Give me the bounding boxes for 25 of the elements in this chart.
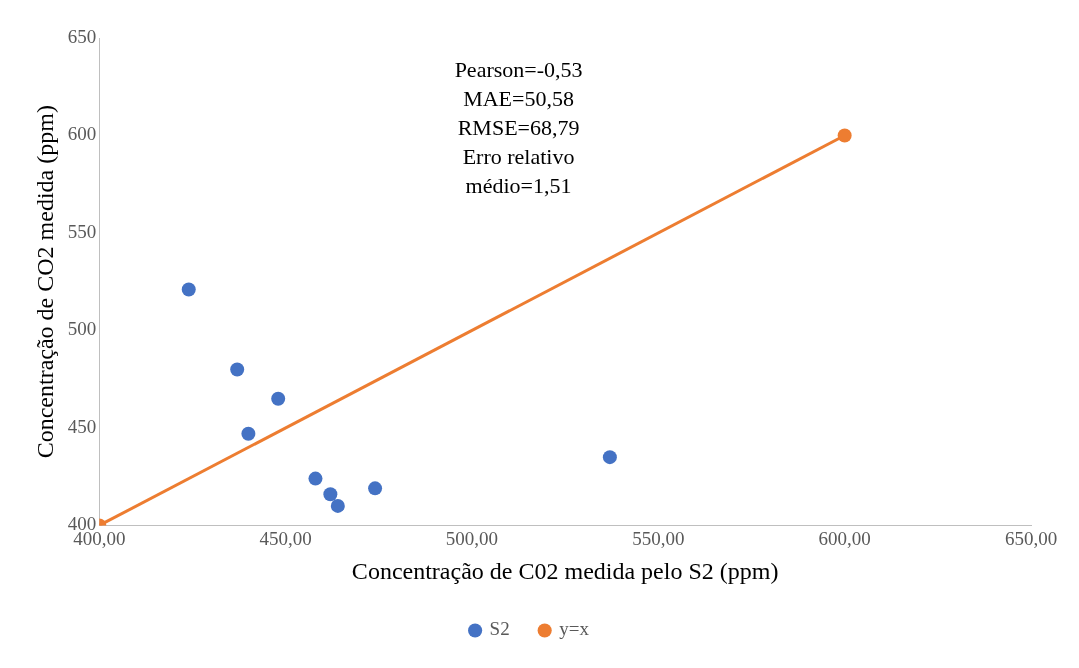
legend-label: S2 — [489, 618, 510, 640]
point — [837, 128, 852, 143]
x-tick-label: 450,00 — [259, 527, 312, 549]
y-tick-label: 600 — [67, 123, 97, 145]
annotation: Pearson=-0,53 MAE=50,58 RMSE=68,79 Erro relativo médio=1,51 — [454, 56, 583, 198]
legend-label: y=x — [559, 618, 590, 640]
x-axis-title: Concentração de C02 medida pelo S2 (ppm) — [351, 557, 779, 584]
y-tick-label: 500 — [67, 318, 97, 340]
point — [271, 391, 286, 406]
x-tick-label: 600,00 — [818, 527, 871, 549]
x-tick-label: 550,00 — [632, 527, 685, 549]
point — [602, 450, 617, 465]
point — [308, 471, 323, 486]
point — [241, 426, 256, 441]
y-tick-label: 450 — [67, 415, 97, 437]
y-tick-label: 550 — [67, 220, 97, 242]
x-tick-label: 500,00 — [445, 527, 499, 549]
point — [368, 481, 383, 496]
y-axis-title: Concentração de CO2 medida (ppm) — [31, 105, 58, 459]
y-tick-label: 650 — [67, 25, 97, 47]
point — [181, 282, 196, 297]
point — [330, 498, 345, 513]
point — [230, 362, 245, 377]
point — [323, 487, 338, 502]
x-tick-label: 650,00 — [1004, 527, 1058, 549]
